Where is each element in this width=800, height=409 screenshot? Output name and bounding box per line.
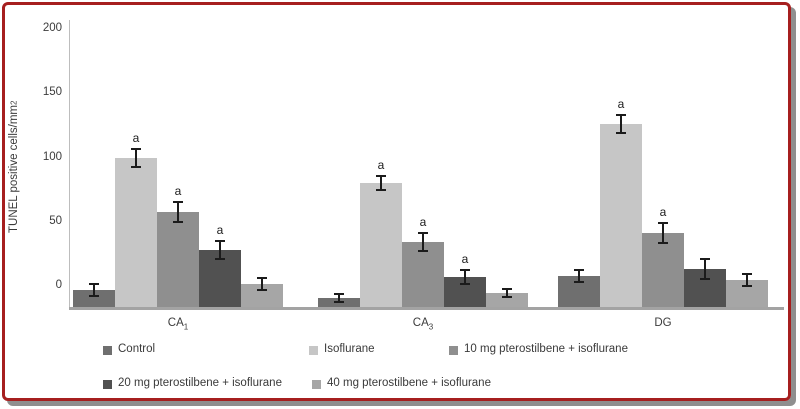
significance-label: a: [216, 223, 224, 237]
legend-swatch: [103, 346, 112, 355]
error-bar-line: [177, 202, 179, 222]
error-bar-line: [422, 233, 424, 251]
error-bar-cap-top: [376, 175, 386, 177]
error-bar-cap-bottom: [658, 242, 668, 244]
legend-swatch: [449, 346, 458, 355]
x-category-label-subscript: 3: [428, 322, 434, 332]
x-axis-line: [69, 307, 784, 310]
significance-label: a: [132, 131, 140, 145]
error-bar-cap-bottom: [418, 250, 428, 252]
legend-label: Control: [118, 343, 156, 355]
legend-label: 10 mg pterostilbene + isoflurane: [464, 343, 628, 355]
y-tick-label: 100: [42, 150, 62, 163]
error-bar-line: [662, 223, 664, 243]
error-bar-cap-top: [658, 222, 668, 224]
significance-label: a: [617, 97, 625, 111]
x-category-label: DG: [654, 317, 672, 329]
error-bar-cap-top: [460, 269, 470, 271]
error-bar-cap-top: [418, 232, 428, 234]
error-bar-cap-bottom: [502, 296, 512, 298]
error-bar-cap-top: [257, 277, 267, 279]
error-bar-line: [464, 270, 466, 284]
error-bar-cap-bottom: [574, 281, 584, 283]
error-bar-cap-top: [742, 273, 752, 275]
error-bar-cap-bottom: [131, 166, 141, 168]
significance-label: a: [174, 184, 182, 198]
legend-swatch: [309, 346, 318, 355]
error-bar-cap-bottom: [700, 278, 710, 280]
error-bar-cap-top: [502, 288, 512, 290]
error-bar-cap-top: [700, 258, 710, 260]
legend-label: 40 mg pterostilbene + isoflurane: [327, 377, 491, 389]
legend-swatch: [103, 380, 112, 389]
significance-label: a: [659, 205, 667, 219]
error-bar-line: [704, 259, 706, 279]
error-bar-line: [93, 284, 95, 296]
error-bar-cap-top: [616, 114, 626, 116]
legend-label: Isoflurane: [324, 343, 375, 355]
significance-label: a: [419, 215, 427, 229]
error-bar-cap-bottom: [616, 132, 626, 134]
y-tick-label: 200: [42, 22, 62, 34]
error-bar-cap-bottom: [215, 258, 225, 260]
error-bar-line: [219, 241, 221, 259]
error-bar-line: [261, 278, 263, 290]
bar-isoflurane: [115, 158, 157, 307]
legend-label: 20 mg pterostilbene + isoflurane: [118, 377, 282, 389]
y-axis-title-superscript: 2: [9, 100, 19, 106]
x-category-label-subscript: 1: [183, 322, 189, 332]
error-bar-line: [135, 149, 137, 167]
error-bar-cap-top: [173, 201, 183, 203]
error-bar-line: [578, 270, 580, 282]
bar-40-mg-pterostilbene-isoflurane: [241, 284, 283, 307]
error-bar-cap-bottom: [742, 285, 752, 287]
x-category-label: CA1: [167, 317, 189, 332]
bar-10-mg-pterostilbene-isoflurane: [642, 233, 684, 307]
y-tick-label: 150: [42, 86, 62, 99]
significance-label: a: [377, 158, 385, 172]
bar-isoflurane: [360, 183, 402, 307]
bar-isoflurane: [600, 124, 642, 307]
significance-label: a: [461, 252, 469, 266]
error-bar-line: [338, 294, 340, 302]
error-bar-cap-top: [334, 293, 344, 295]
y-tick-label: 50: [49, 214, 62, 227]
error-bar-cap-bottom: [460, 283, 470, 285]
error-bar-cap-bottom: [376, 189, 386, 191]
error-bar-cap-bottom: [173, 221, 183, 223]
bar-10-mg-pterostilbene-isoflurane: [402, 242, 444, 307]
error-bar-line: [746, 274, 748, 286]
y-axis-line: [69, 20, 70, 310]
bar-40-mg-pterostilbene-isoflurane: [486, 293, 528, 307]
bar-control: [73, 290, 115, 307]
error-bar-cap-top: [574, 269, 584, 271]
x-category-label: CA3: [412, 317, 434, 332]
error-bar-line: [380, 176, 382, 190]
error-bar-cap-bottom: [334, 301, 344, 303]
error-bar-line: [620, 115, 622, 133]
error-bar-cap-top: [89, 283, 99, 285]
legend-swatch: [312, 380, 321, 389]
error-bar-cap-bottom: [257, 289, 267, 291]
error-bar-line: [506, 289, 508, 297]
error-bar-cap-top: [215, 240, 225, 242]
bar-10-mg-pterostilbene-isoflurane: [157, 212, 199, 307]
error-bar-cap-bottom: [89, 295, 99, 297]
y-tick-label: 0: [55, 279, 62, 291]
error-bar-cap-top: [131, 148, 141, 150]
